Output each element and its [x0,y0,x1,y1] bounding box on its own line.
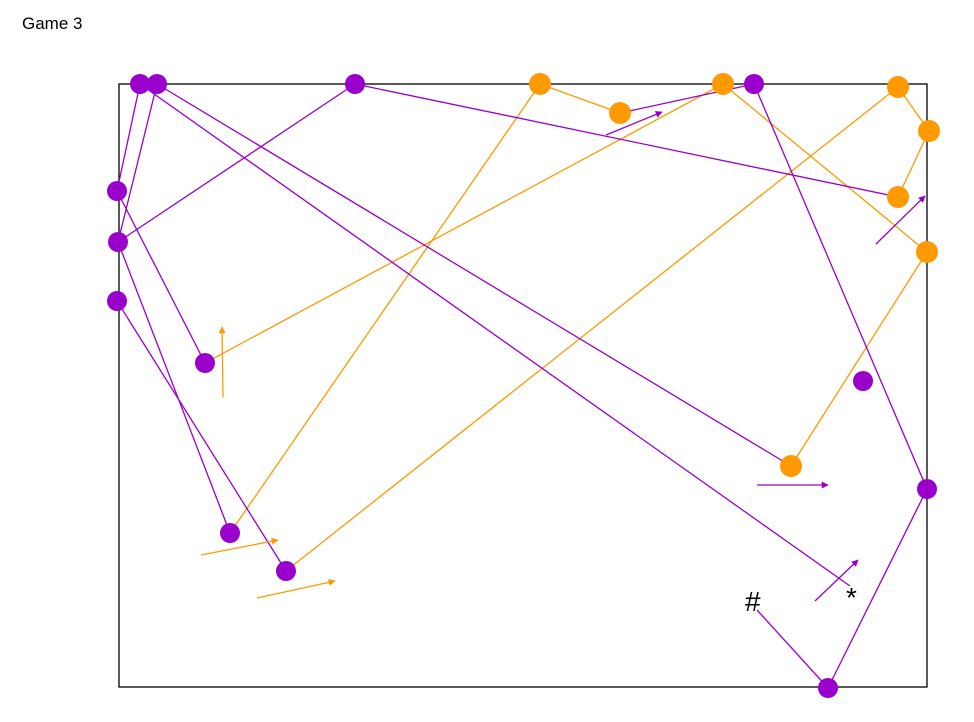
purple-line [827,488,928,689]
purple-line [619,83,755,114]
purple-dot [130,74,150,94]
purple-line [117,83,158,243]
purple-line [116,300,287,572]
purple-dot [220,523,240,543]
orange-dot [887,76,909,98]
orange-arrow [256,578,336,599]
purple-dot [744,74,764,94]
orange-lines [204,83,930,572]
orange-dot [609,102,631,124]
orange-line [285,86,899,572]
orange-arrow [218,326,226,398]
orange-arrow [200,537,279,556]
purple-dot [195,353,215,373]
purple-line [753,83,928,490]
purple-line [116,190,206,364]
purple-line [156,83,792,467]
star-mark: * [846,582,857,613]
purple-arrow [875,195,926,245]
orange-line [204,83,724,364]
purple-dot [107,181,127,201]
purple-dot [276,561,296,581]
orange-line [539,83,621,114]
purple-line [354,83,899,198]
purple-arrows [605,111,926,602]
purple-lines [116,83,928,689]
purple-dot [853,371,873,391]
orange-arrows [200,326,336,599]
orange-line [722,83,928,253]
purple-dot [818,678,838,698]
purple-dot [107,291,127,311]
purple-dots [107,74,937,698]
orange-line [897,130,930,198]
purple-dot [917,479,937,499]
purple-arrow [605,111,663,136]
purple-line [116,83,141,192]
hash-mark: # [745,586,761,617]
orange-dot [780,455,802,477]
orange-line [229,83,541,534]
purple-line [117,241,231,534]
orange-dots [529,73,940,477]
orange-dot [887,186,909,208]
purple-line [756,609,829,689]
purple-dot [147,74,167,94]
board-frame [118,83,928,688]
orange-dot [916,241,938,263]
purple-dot [345,74,365,94]
purple-dot [108,232,128,252]
purple-arrow [814,559,859,602]
orange-line [790,251,928,467]
purple-line [139,83,851,587]
orange-dot [529,73,551,95]
orange-dot [918,120,940,142]
orange-dot [712,73,734,95]
game-title: Game 3 [22,14,83,33]
purple-line [117,83,356,243]
